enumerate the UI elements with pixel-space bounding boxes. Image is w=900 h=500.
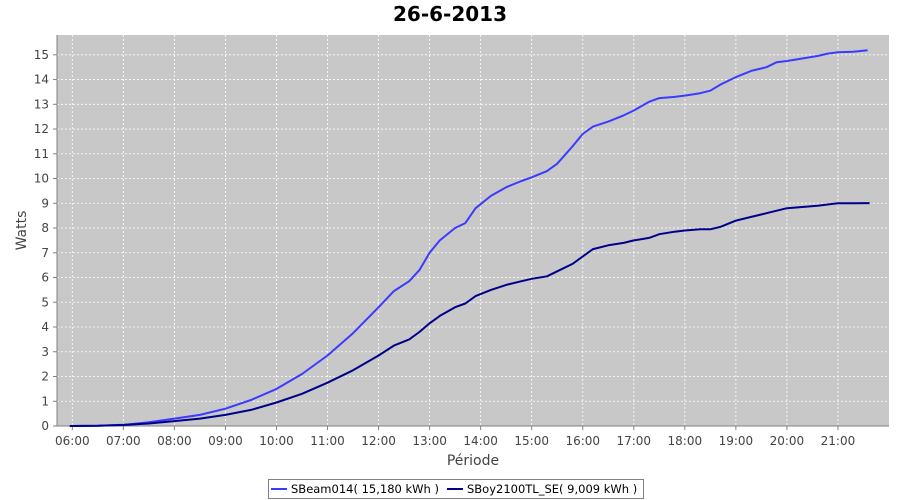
y-tick-label: 9 — [41, 196, 49, 210]
y-tick-label: 12 — [34, 122, 49, 136]
x-tick-label: 08:00 — [157, 434, 192, 448]
y-tick-label: 15 — [34, 48, 49, 62]
series-line-2 — [69, 202, 870, 427]
x-tick-label: 15:00 — [514, 434, 549, 448]
x-tick-label: 16:00 — [565, 434, 600, 448]
y-tick-label: 7 — [41, 246, 49, 260]
x-tick-label: 13:00 — [412, 434, 447, 448]
x-tick-label: 12:00 — [361, 434, 396, 448]
legend-swatch — [446, 488, 463, 490]
y-axis-label: Watts — [14, 211, 30, 251]
x-tick-label: 14:00 — [463, 434, 498, 448]
series-line-1 — [69, 49, 868, 427]
y-tick-label: 13 — [34, 97, 49, 111]
x-tick-label: 21:00 — [821, 434, 856, 448]
x-tick-label: 06:00 — [55, 434, 90, 448]
y-tick-label: 1 — [41, 394, 49, 408]
y-tick-label: 14 — [34, 73, 49, 87]
x-tick-label: 17:00 — [616, 434, 651, 448]
legend-item-2: SBoy2100TL_SE( 9,009 kWh ) — [445, 482, 643, 496]
legend-label: SBeam014( 15,180 kWh ) — [291, 482, 439, 496]
y-tick-label: 10 — [34, 172, 49, 186]
y-tick-label: 0 — [41, 419, 49, 433]
chart-legend: SBeam014( 15,180 kWh ) SBoy2100TL_SE( 9,0… — [268, 479, 645, 499]
y-tick-label: 5 — [41, 295, 49, 309]
y-tick-label: 3 — [41, 345, 49, 359]
y-tick-label: 8 — [41, 221, 49, 235]
x-tick-label: 07:00 — [106, 434, 141, 448]
x-tick-label: 10:00 — [259, 434, 294, 448]
x-axis-label: Période — [447, 453, 499, 469]
plot-area — [57, 35, 889, 426]
x-tick-label: 18:00 — [668, 434, 703, 448]
y-tick-label: 6 — [41, 271, 49, 285]
legend-label: SBoy2100TL_SE( 9,009 kWh ) — [466, 482, 638, 496]
y-tick-label: 2 — [41, 370, 49, 384]
x-tick-label: 20:00 — [770, 434, 805, 448]
chart-title: 26-6-2013 — [392, 2, 507, 26]
x-tick-label: 09:00 — [208, 434, 243, 448]
x-tick-label: 11:00 — [310, 434, 345, 448]
y-tick-label: 11 — [34, 147, 49, 161]
legend-swatch — [271, 488, 287, 490]
x-tick-label: 19:00 — [719, 434, 754, 448]
y-tick-label: 4 — [41, 320, 49, 334]
legend-item-1: SBeam014( 15,180 kWh ) — [269, 482, 445, 496]
